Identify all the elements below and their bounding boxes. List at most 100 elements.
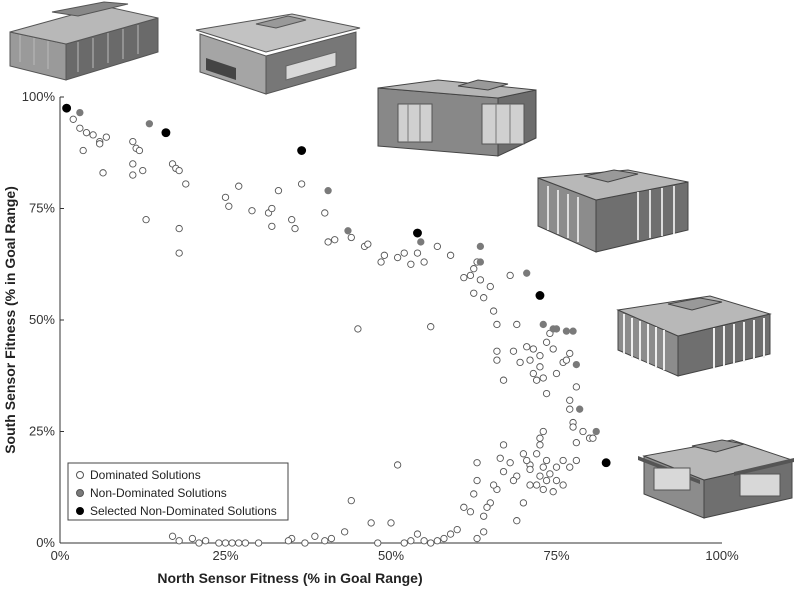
point-non-dominated-solutions: [76, 108, 84, 117]
point-dominated-solutions: [175, 166, 183, 175]
point-dominated-solutions: [254, 539, 263, 547]
point-dominated-solutions: [175, 537, 183, 545]
point-dominated-solutions: [526, 356, 534, 364]
point-dominated-solutions: [387, 519, 395, 527]
point-dominated-solutions: [526, 481, 534, 489]
point-non-dominated-solutions: [576, 405, 584, 413]
point-dominated-solutions: [89, 131, 97, 139]
point-non-dominated-solutions: [523, 269, 531, 277]
point-dominated-solutions: [268, 222, 276, 230]
point-dominated-solutions: [288, 215, 296, 224]
point-dominated-solutions: [483, 503, 491, 511]
building-render-4: [537, 169, 689, 253]
point-dominated-solutions: [274, 187, 283, 195]
point-dominated-solutions: [480, 512, 488, 520]
point-dominated-solutions: [453, 525, 461, 534]
point-dominated-solutions: [542, 476, 551, 485]
axis-ticks: 0% 25% 50% 75% 100% 0% 25% 50% 75% 100%: [22, 89, 739, 563]
point-selected-non-dominated-solutions: [413, 228, 422, 238]
point-dominated-solutions: [221, 193, 230, 202]
point-non-dominated-solutions: [552, 325, 561, 333]
point-dominated-solutions: [569, 423, 577, 431]
y-tick-label: 75%: [29, 201, 55, 216]
point-dominated-solutions: [324, 238, 332, 246]
point-non-dominated-solutions: [562, 327, 571, 335]
point-dominated-solutions: [546, 470, 554, 478]
point-dominated-solutions: [566, 396, 574, 404]
point-dominated-solutions: [572, 383, 581, 391]
point-non-dominated-solutions: [476, 242, 485, 251]
point-non-dominated-solutions: [569, 327, 577, 335]
point-dominated-solutions: [473, 476, 481, 485]
legend-label-dominated: Dominated Solutions: [90, 468, 201, 482]
point-dominated-solutions: [377, 258, 385, 266]
point-dominated-solutions: [466, 271, 475, 280]
point-non-dominated-solutions: [572, 360, 581, 369]
point-dominated-solutions: [407, 260, 415, 268]
point-dominated-solutions: [559, 481, 567, 489]
point-dominated-solutions: [470, 490, 478, 498]
point-dominated-solutions: [82, 129, 91, 137]
point-dominated-solutions: [536, 363, 544, 371]
point-selected-non-dominated-solutions: [161, 128, 171, 138]
point-dominated-solutions: [476, 276, 485, 284]
point-dominated-solutions: [470, 289, 478, 297]
x-tick-label: 0%: [51, 548, 70, 563]
point-dominated-solutions: [489, 307, 498, 315]
y-tick-label: 100%: [22, 89, 56, 104]
point-dominated-solutions: [460, 273, 468, 282]
point-dominated-solutions: [175, 249, 183, 257]
point-dominated-solutions: [529, 369, 537, 378]
point-dominated-solutions: [248, 207, 256, 215]
legend: Dominated Solutions Non-Dominated Soluti…: [67, 462, 289, 521]
point-dominated-solutions: [284, 537, 293, 545]
point-dominated-solutions: [513, 517, 521, 525]
x-tick-label: 75%: [543, 548, 569, 563]
point-dominated-solutions: [195, 539, 203, 547]
point-selected-non-dominated-solutions: [297, 146, 307, 155]
point-dominated-solutions: [331, 236, 339, 244]
point-dominated-solutions: [347, 233, 355, 242]
point-dominated-solutions: [460, 503, 468, 511]
point-dominated-solutions: [539, 374, 547, 382]
point-selected-non-dominated-solutions: [601, 458, 611, 468]
point-dominated-solutions: [413, 249, 422, 257]
point-dominated-solutions: [427, 539, 435, 547]
point-dominated-solutions: [400, 249, 408, 257]
point-dominated-solutions: [446, 530, 455, 538]
point-dominated-solutions: [523, 456, 531, 465]
building-render-1: [9, 1, 159, 81]
point-dominated-solutions: [542, 456, 551, 465]
point-dominated-solutions: [509, 476, 518, 485]
point-dominated-solutions: [496, 454, 504, 462]
point-dominated-solutions: [354, 325, 362, 333]
point-dominated-solutions: [529, 345, 537, 353]
y-tick-label: 25%: [29, 424, 55, 439]
point-dominated-solutions: [473, 459, 481, 467]
point-dominated-solutions: [532, 450, 541, 458]
point-dominated-solutions: [519, 499, 528, 507]
point-dominated-solutions: [536, 441, 544, 449]
y-tick-label: 0%: [36, 535, 55, 550]
point-dominated-solutions: [466, 508, 475, 516]
x-tick-label: 50%: [378, 548, 404, 563]
point-dominated-solutions: [311, 532, 319, 540]
point-dominated-solutions: [506, 459, 514, 467]
point-dominated-solutions: [182, 180, 190, 188]
point-dominated-solutions: [221, 539, 230, 547]
point-dominated-solutions: [301, 539, 309, 547]
point-dominated-solutions: [509, 347, 518, 355]
legend-marker-non-dominated: [76, 489, 84, 497]
point-dominated-solutions: [526, 465, 534, 474]
point-dominated-solutions: [297, 180, 306, 188]
point-dominated-solutions: [499, 467, 508, 476]
point-dominated-solutions: [566, 463, 574, 471]
y-tick-label: 50%: [29, 312, 55, 327]
point-dominated-solutions: [552, 476, 561, 485]
point-dominated-solutions: [542, 338, 551, 346]
point-dominated-solutions: [493, 356, 501, 364]
point-dominated-solutions: [393, 461, 402, 469]
building-thumbnails: [9, 1, 794, 519]
point-dominated-solutions: [532, 376, 541, 384]
